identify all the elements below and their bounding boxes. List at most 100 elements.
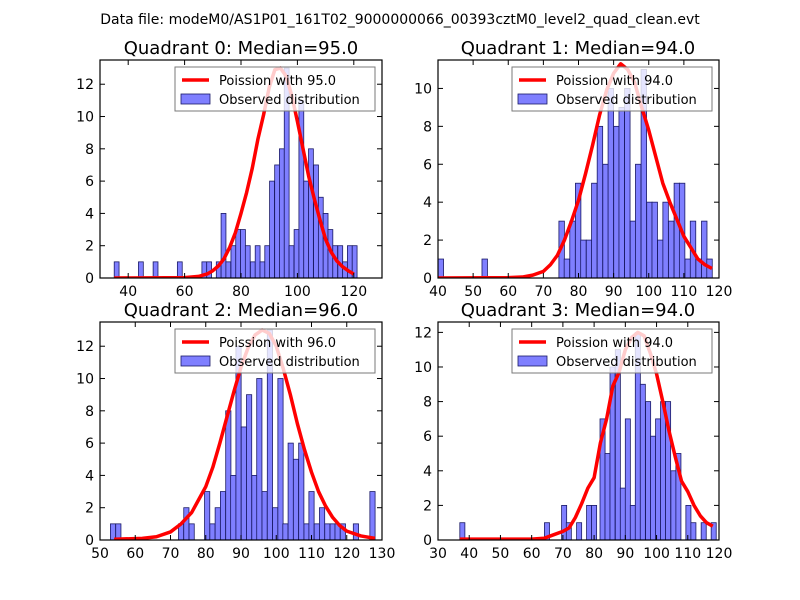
histogram-bar <box>259 261 266 278</box>
x-tick-label: 70 <box>534 284 552 300</box>
histogram-bar <box>246 394 253 540</box>
subplot-quadrant-3: Quadrant 3: Median=94.0 30 40 50 60 70 80 90 10… <box>414 300 732 562</box>
legend: Poission with 94.0 Observed distribution <box>511 66 713 112</box>
x-tick-label: 110 <box>671 284 698 300</box>
histogram-bar <box>313 523 320 540</box>
histogram-bar <box>481 258 488 278</box>
x-tick-label: 40 <box>429 284 447 300</box>
histogram-bar <box>459 522 466 540</box>
histogram-bar <box>183 507 190 540</box>
subplot-title: Quadrant 2: Median=96.0 <box>124 300 359 321</box>
plot-area <box>438 62 713 278</box>
histogram-bar <box>303 180 309 278</box>
subplot-quadrant-0: Quadrant 0: Median=95.0 40 60 80 100 120 0 2 4 6… <box>76 38 383 300</box>
subplot-title: Quadrant 1: Median=94.0 <box>461 38 696 59</box>
histogram-bar <box>613 125 620 278</box>
histogram-bar <box>279 148 285 278</box>
x-tick-label: 40 <box>460 546 478 562</box>
y-tick-label: 10 <box>414 360 432 376</box>
y-tick-label: 6 <box>423 157 432 173</box>
x-tick-label: 80 <box>197 546 215 562</box>
legend-label-poisson: Poission with 94.0 <box>556 74 673 89</box>
y-tick-label: 4 <box>85 206 94 222</box>
histogram-bar <box>138 261 144 278</box>
y-tick-label: 12 <box>76 77 94 93</box>
y-tick-label: 8 <box>423 395 432 411</box>
subplot-quadrant-2: Quadrant 2: Median=96.0 50 60 70 80 90 100 110… <box>76 300 395 562</box>
histogram-bar <box>308 148 314 278</box>
histogram-bar <box>596 125 604 278</box>
histogram-bar <box>586 504 593 540</box>
x-tick-label: 80 <box>232 284 250 300</box>
histogram-bar <box>288 245 295 278</box>
y-tick-label: 0 <box>423 271 432 287</box>
histogram-bar <box>250 261 256 278</box>
histogram-bar <box>685 504 692 540</box>
x-tick-label: 60 <box>499 284 517 300</box>
histogram-bar <box>645 401 652 540</box>
legend-label-observed: Observed distribution <box>556 355 697 370</box>
legend-bar-swatch <box>180 355 211 367</box>
legend-label-observed: Observed distribution <box>556 93 697 108</box>
y-tick-label: 4 <box>423 464 432 480</box>
x-tick-label: 130 <box>369 546 396 562</box>
histogram-bar <box>662 201 669 278</box>
histogram-bar <box>240 426 247 540</box>
histogram-bar <box>272 507 279 540</box>
histogram-bar <box>650 435 657 540</box>
histogram-bar <box>438 258 444 278</box>
histogram-bar <box>230 245 237 278</box>
legend-label-observed: Observed distribution <box>219 93 360 108</box>
histogram-bar <box>639 383 646 540</box>
subplot-quadrant-1: Quadrant 1: Median=94.0 40 50 60 70 80 90 100 1… <box>414 38 732 300</box>
histogram-bar <box>254 245 261 278</box>
legend-label-poisson: Poission with 94.0 <box>556 336 673 351</box>
histogram-bar <box>152 261 159 278</box>
x-tick-label: 100 <box>263 546 290 562</box>
subplot-title: Quadrant 0: Median=95.0 <box>124 38 359 59</box>
histogram-bar <box>244 245 251 278</box>
histogram-bar <box>308 491 315 540</box>
histogram-bar <box>313 164 319 278</box>
histogram-bar <box>269 180 275 278</box>
x-tick-label: 90 <box>616 546 634 562</box>
histogram-bar <box>303 523 310 540</box>
y-tick-label: 8 <box>85 404 94 420</box>
legend-bar-swatch <box>517 93 548 105</box>
histogram-bar <box>569 220 576 278</box>
histogram-bar <box>673 182 680 278</box>
x-tick-label: 100 <box>643 546 670 562</box>
x-tick-label: 110 <box>298 546 325 562</box>
y-tick-label: 0 <box>85 533 94 549</box>
histogram-bar <box>580 239 587 278</box>
y-tick-label: 2 <box>423 498 432 514</box>
histogram-bar <box>293 229 300 278</box>
histogram-bar <box>277 378 284 540</box>
histogram-bar <box>607 88 614 278</box>
histogram-bar <box>261 491 268 540</box>
histogram-bar <box>298 442 305 540</box>
histogram-bar <box>591 504 598 540</box>
histogram-bar <box>225 410 232 540</box>
histogram-bar <box>563 258 571 278</box>
histogram-bar <box>256 378 263 540</box>
y-tick-label: 2 <box>423 233 432 249</box>
histogram-bar <box>292 458 300 540</box>
y-tick-label: 0 <box>423 533 432 549</box>
x-tick-label: 30 <box>429 546 447 562</box>
y-tick-label: 8 <box>423 119 432 135</box>
y-tick-label: 10 <box>414 81 432 97</box>
histogram-bar <box>220 491 227 540</box>
x-tick-label: 70 <box>554 546 572 562</box>
histogram-bar <box>209 523 216 540</box>
histogram-bar <box>655 418 662 540</box>
legend: Poission with 96.0 Observed distribution <box>174 328 376 374</box>
figure-suptitle: Data file: modeM0/AS1P01_161T02_90000000… <box>100 12 700 28</box>
x-tick-label: 60 <box>176 284 194 300</box>
x-tick-label: 60 <box>523 546 541 562</box>
x-tick-label: 50 <box>464 284 482 300</box>
histogram-bar <box>710 522 717 540</box>
histogram-bar <box>635 163 642 278</box>
y-tick-label: 12 <box>414 325 432 341</box>
histogram-bar <box>282 523 289 540</box>
